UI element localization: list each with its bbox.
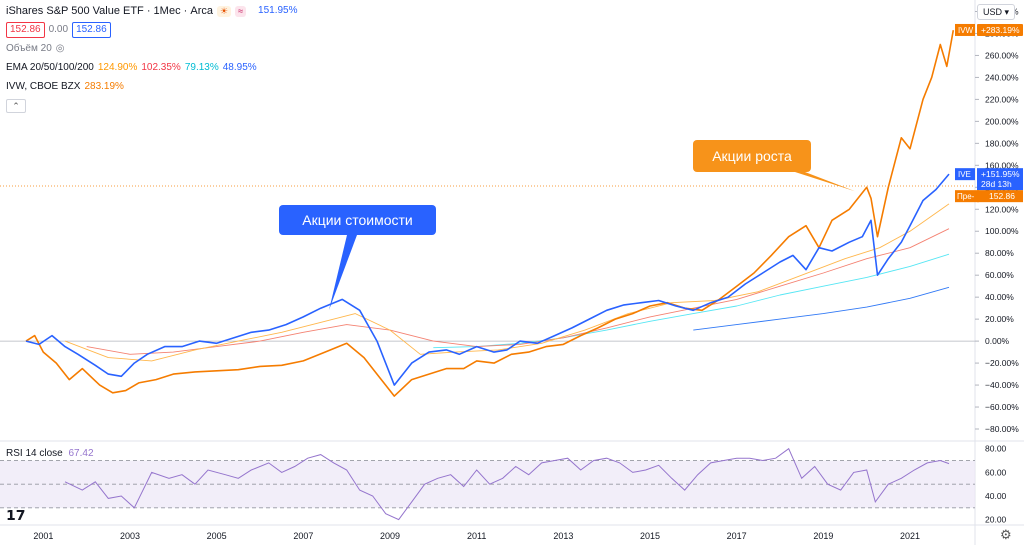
x-tick-label: 2007 [293,531,313,541]
hide-eye-icon[interactable]: ◎ [55,43,65,54]
y-tick-label: 0.00% [985,336,1010,346]
series-ivw [25,30,955,397]
x-tick-label: 2011 [467,531,486,541]
sell-price-button[interactable]: 152.86 [6,22,45,38]
y-tick-label: 20.00% [985,314,1014,324]
y-tick-label: 240.00% [985,72,1019,82]
market-status-icon: ☀ [216,5,232,17]
y-tick-label: 80.00% [985,248,1014,258]
compare-value: 283.19% [84,81,124,92]
growth-callout-pointer [795,172,855,192]
rsi-tick-label: 60.00 [985,467,1007,477]
rsi-label: RSI 14 close [6,448,63,459]
rsi-tick-label: 80.00 [985,444,1007,454]
growth-callout-box [693,140,811,172]
currency-button[interactable]: USD ▾ [977,4,1015,20]
value-callout: Акции стоимости [279,205,436,310]
currency-label: USD [982,7,1002,17]
ive-price-tag: +151.95% [981,169,1020,179]
gear-icon[interactable]: ⚙ [1000,527,1012,542]
rsi-tick-label: 20.00 [985,515,1007,525]
series-ema200 [693,286,950,331]
x-tick-label: 2017 [727,531,747,541]
y-tick-label: 200.00% [985,116,1019,126]
y-tick-label: 40.00% [985,292,1014,302]
value-callout-box [279,205,436,235]
compare-legend[interactable]: IVW, CBOE BZX [6,81,81,92]
x-tick-label: 2015 [640,531,660,541]
pre-price-tag: 152.86 [989,191,1015,201]
rsi-line [64,447,950,521]
ema100-value: 79.13% [184,62,219,73]
pre-tag-bg [955,190,979,203]
volume-legend[interactable]: Объём 20 [6,43,52,54]
collapse-legend-button[interactable]: ⌃ [6,99,26,113]
buy-price-button[interactable]: 152.86 [72,22,111,38]
ive-countdown: 28d 13h [981,179,1012,189]
x-tick-label: 2009 [380,531,400,541]
y-tick-label: −80.00% [985,424,1019,434]
y-tick-label: −20.00% [985,358,1019,368]
y-tick-label: 100.00% [985,226,1019,236]
legend: iShares S&P 500 Value ETF · 1Мес · Arca … [6,4,298,118]
symbol-percent: 151.95% [258,5,298,16]
y-tick-label: 260.00% [985,50,1019,60]
x-tick-label: 2021 [900,531,920,541]
ema50-value: 102.35% [141,62,181,73]
pre-tag: Пре- [957,192,975,201]
time-axis: 2001 2003 2005 2007 2009 2011 2013 2015 2017 2019… [33,531,920,541]
growth-callout-text: Акции роста [712,148,792,164]
pre-price-tag-bg [977,190,1023,203]
y-tick-label: −40.00% [985,380,1019,390]
rsi-panel [0,447,975,521]
x-tick-label: 2019 [813,531,833,541]
ivw-tag-bg [955,23,975,36]
x-tick-label: 2001 [33,531,53,541]
data-delay-icon: ≈ [235,5,247,17]
y-tick-label: 120.00% [985,204,1019,214]
x-tick-label: 2005 [207,531,227,541]
x-tick-label: 2003 [120,531,140,541]
y-tick-label: −60.00% [985,402,1019,412]
y-tick-label: 220.00% [985,94,1019,104]
rsi-tick-label: 40.00 [985,491,1007,501]
ivw-price-tag-text: +283.19% [981,25,1020,35]
series-ive [25,173,950,386]
y-tick-label: 180.00% [985,138,1019,148]
ive-tag: IVE [958,170,971,179]
series-ema50 [86,228,950,355]
ivw-price-tag-bg [977,23,1023,36]
ema20-value: 124.90% [97,62,138,73]
price-axis: 300.00%280.00%260.00%240.00%220.00%200.0… [955,6,1023,525]
y-tick-label: 160.00% [985,160,1019,170]
ivw-price-tag: +283.19% [977,23,1023,36]
series-ema100 [433,253,950,349]
symbol-title[interactable]: iShares S&P 500 Value ETF · 1Мес · Arca [6,5,213,17]
callouts: Акции стоимости Акции роста [279,140,855,310]
ema200-value: 48.95% [222,62,257,73]
ive-tag-bg [955,168,975,181]
y-tick-label: 60.00% [985,270,1014,280]
ema-legend[interactable]: EMA 20/50/100/200 [6,62,94,73]
value-callout-pointer [329,235,357,310]
ive-price-tag-bg [977,168,1023,191]
ivw-tag: IVW [958,26,974,35]
rsi-value: 67.42 [68,448,94,459]
series-layer [25,30,955,397]
spread-value: 0.00 [48,24,69,35]
value-callout-text: Акции стоимости [302,212,413,228]
rsi-legend[interactable]: RSI 14 close 67.42 [6,448,94,459]
x-tick-label: 2013 [553,531,573,541]
tradingview-logo-icon[interactable]: 𝟭𝟳 [6,507,26,523]
series-ema20 [64,203,950,362]
growth-callout: Акции роста [693,140,855,192]
